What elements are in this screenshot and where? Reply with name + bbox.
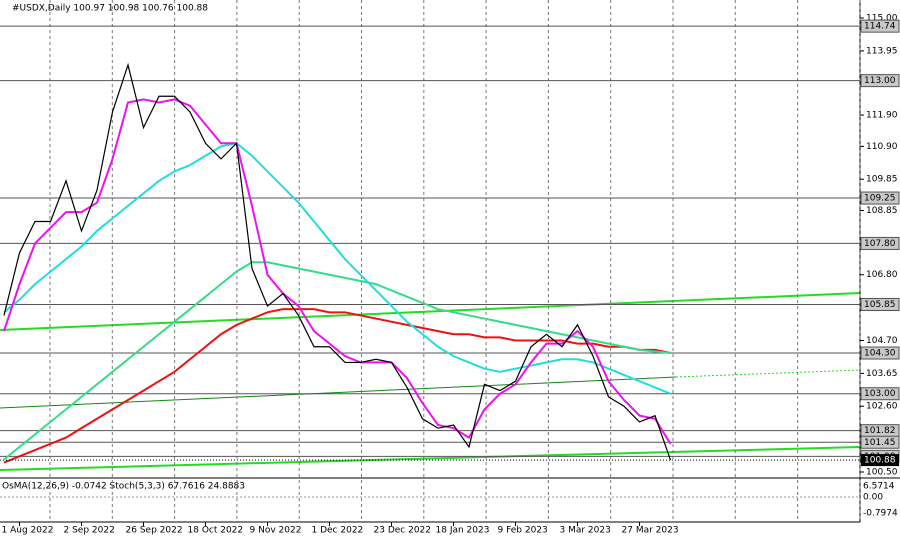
level-box <box>860 435 900 449</box>
y-tick-label: 110.90 <box>866 142 898 152</box>
oscillator-title: OsMA(12,26,9) -0.0742 Stoch(5,3,3) 67.76… <box>2 482 245 492</box>
level-box <box>860 346 900 360</box>
trend-line <box>0 446 861 471</box>
y-tick-label: 104.70 <box>866 336 898 346</box>
osc-label: -0.7974 <box>863 509 898 519</box>
level-box <box>860 387 900 401</box>
y-tick-label: 115.00 <box>866 14 898 24</box>
x-tick-label: 27 Mar 2023 <box>622 526 679 536</box>
y-tick-label: 100.50 <box>866 468 898 478</box>
moving-average <box>3 308 671 464</box>
moving-average <box>3 142 671 395</box>
level-label: 101.45 <box>864 438 896 448</box>
trend-line <box>0 292 861 331</box>
trend-line <box>675 369 861 378</box>
level-label: 103.00 <box>864 389 896 399</box>
x-tick-label: 9 Feb 2023 <box>498 526 548 536</box>
chart-title: #USDX,Daily 100.97 100.98 100.76 100.88 <box>12 4 208 14</box>
x-tick-label: 3 Mar 2023 <box>560 526 611 536</box>
y-tick-label: 103.65 <box>866 369 898 379</box>
current-label: 100.88 <box>864 456 896 466</box>
level-box <box>860 191 900 205</box>
current-box <box>861 454 899 467</box>
y-tick-label: 113.95 <box>866 46 898 56</box>
y-tick-label: 109.85 <box>866 175 898 185</box>
price-line <box>3 62 672 461</box>
y-tick-label: 111.90 <box>866 111 898 121</box>
level-box <box>860 236 900 250</box>
x-tick-label: 2 Sep 2022 <box>64 526 115 536</box>
x-tick-label: 1 Dec 2022 <box>312 526 364 536</box>
level-box <box>860 19 900 33</box>
x-tick-label: 26 Sep 2022 <box>126 526 183 536</box>
y-tick-label: 102.60 <box>866 402 898 412</box>
x-tick-label: 9 Nov 2022 <box>250 526 302 536</box>
x-tick-label: 18 Oct 2022 <box>188 526 244 536</box>
x-tick-label: 23 Dec 2022 <box>374 526 432 536</box>
moving-average <box>3 98 672 445</box>
level-label: 113.00 <box>864 76 896 86</box>
level-label: 109.25 <box>864 194 896 204</box>
level-label: 101.82 <box>864 426 896 436</box>
moving-average <box>3 261 671 461</box>
x-tick-label: 1 Aug 2022 <box>2 526 54 536</box>
x-tick-label: 18 Jan 2023 <box>436 526 490 536</box>
level-label: 105.85 <box>864 300 896 310</box>
y-tick-label: 108.85 <box>866 206 898 216</box>
y-tick-label: 106.80 <box>866 270 898 280</box>
level-label: 107.80 <box>864 239 896 249</box>
osc-label: 0.00 <box>863 493 883 503</box>
level-label: 104.30 <box>864 349 896 359</box>
level-label: 114.74 <box>864 22 896 32</box>
level-box <box>860 297 900 311</box>
level-box <box>860 74 900 88</box>
osc-label: 6.5714 <box>863 482 895 492</box>
